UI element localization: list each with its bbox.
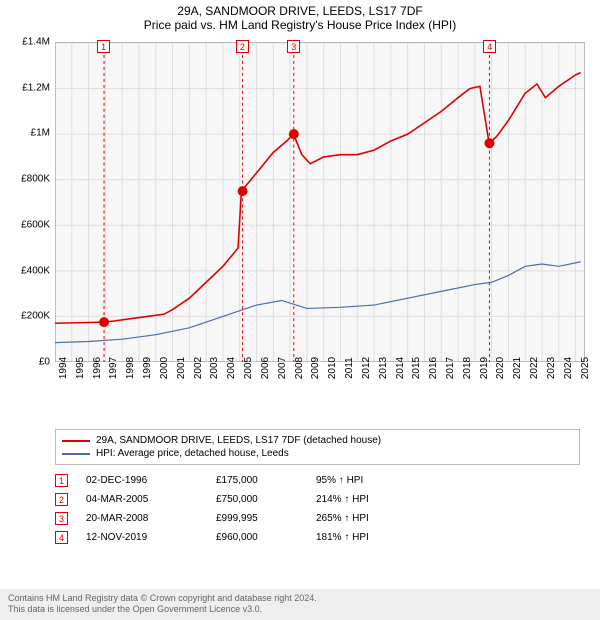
sale-marker: 4 (483, 40, 496, 53)
y-axis-label: £1.2M (22, 82, 50, 93)
event-marker: 1 (55, 474, 68, 487)
x-axis-label: 1994 (58, 357, 69, 379)
y-axis-label: £400K (21, 265, 50, 276)
event-row: 1 02-DEC-1996£175,00095% ↑ HPI (55, 471, 580, 490)
y-axis-label: £1.4M (22, 37, 50, 48)
x-axis-label: 2018 (462, 357, 473, 379)
page-title-address: 29A, SANDMOOR DRIVE, LEEDS, LS17 7DF (0, 4, 600, 18)
page-title-sub: Price paid vs. HM Land Registry's House … (0, 18, 600, 32)
x-axis-label: 2013 (378, 357, 389, 379)
plot-area (55, 42, 585, 362)
x-axis-label: 2002 (193, 357, 204, 379)
sale-marker: 2 (236, 40, 249, 53)
y-axis-label: £0 (39, 357, 50, 368)
x-axis-label: 2012 (361, 357, 372, 379)
legend: 29A, SANDMOOR DRIVE, LEEDS, LS17 7DF (de… (55, 429, 580, 465)
x-axis-label: 2003 (209, 357, 220, 379)
event-pct: 181% ↑ HPI (316, 532, 406, 543)
legend-item: HPI: Average price, detached house, Leed… (62, 447, 573, 460)
x-axis-label: 1996 (92, 357, 103, 379)
x-axis-label: 1998 (125, 357, 136, 379)
event-date: 04-MAR-2005 (86, 494, 216, 505)
legend-label: 29A, SANDMOOR DRIVE, LEEDS, LS17 7DF (de… (96, 435, 381, 446)
chart: £0 £200K £400K £600K £800K £1M £1.2M £1.4M 1994… (0, 34, 600, 429)
y-axis-label: £800K (21, 174, 50, 185)
x-axis-label: 2007 (277, 357, 288, 379)
event-row: 3 20-MAR-2008£999,995265% ↑ HPI (55, 509, 580, 528)
event-pct: 265% ↑ HPI (316, 513, 406, 524)
event-price: £999,995 (216, 513, 316, 524)
x-axis-label: 2010 (327, 357, 338, 379)
y-axis-label: £200K (21, 311, 50, 322)
event-price: £960,000 (216, 532, 316, 543)
event-pct: 214% ↑ HPI (316, 494, 406, 505)
x-axis-label: 2022 (529, 357, 540, 379)
legend-item: 29A, SANDMOOR DRIVE, LEEDS, LS17 7DF (de… (62, 434, 573, 447)
event-row: 2 04-MAR-2005£750,000214% ↑ HPI (55, 490, 580, 509)
x-axis-label: 2008 (294, 357, 305, 379)
x-axis-label: 2025 (580, 357, 591, 379)
x-axis-label: 2023 (546, 357, 557, 379)
legend-swatch (62, 440, 90, 442)
footer-line1: Contains HM Land Registry data © Crown c… (8, 593, 592, 605)
legend-swatch (62, 453, 90, 455)
event-row: 4 12-NOV-2019£960,000181% ↑ HPI (55, 528, 580, 547)
event-marker: 2 (55, 493, 68, 506)
event-date: 12-NOV-2019 (86, 532, 216, 543)
event-price: £750,000 (216, 494, 316, 505)
x-axis-label: 2004 (226, 357, 237, 379)
event-marker: 3 (55, 512, 68, 525)
x-axis-label: 2009 (310, 357, 321, 379)
x-axis-label: 2019 (479, 357, 490, 379)
x-axis-label: 2006 (260, 357, 271, 379)
x-axis-label: 2024 (563, 357, 574, 379)
legend-label: HPI: Average price, detached house, Leed… (96, 448, 289, 459)
footer-line2: This data is licensed under the Open Gov… (8, 604, 592, 616)
x-axis-label: 2001 (176, 357, 187, 379)
y-axis-label: £600K (21, 219, 50, 230)
x-axis-label: 2005 (243, 357, 254, 379)
x-axis-label: 1997 (108, 357, 119, 379)
x-axis-label: 2021 (512, 357, 523, 379)
x-axis-label: 2014 (395, 357, 406, 379)
x-axis-label: 2011 (344, 357, 355, 379)
footer: Contains HM Land Registry data © Crown c… (0, 589, 600, 620)
sale-marker: 3 (287, 40, 300, 53)
event-date: 02-DEC-1996 (86, 475, 216, 486)
x-axis-label: 2015 (411, 357, 422, 379)
x-axis-label: 1999 (142, 357, 153, 379)
event-marker: 4 (55, 531, 68, 544)
events-table: 1 02-DEC-1996£175,00095% ↑ HPI 2 04-MAR-200… (55, 471, 580, 547)
event-price: £175,000 (216, 475, 316, 486)
event-pct: 95% ↑ HPI (316, 475, 406, 486)
y-axis-label: £1M (31, 128, 50, 139)
x-axis-label: 2016 (428, 357, 439, 379)
event-date: 20-MAR-2008 (86, 513, 216, 524)
x-axis-label: 2000 (159, 357, 170, 379)
x-axis-label: 2017 (445, 357, 456, 379)
sale-marker: 1 (97, 40, 110, 53)
x-axis-label: 1995 (75, 357, 86, 379)
x-axis-label: 2020 (495, 357, 506, 379)
